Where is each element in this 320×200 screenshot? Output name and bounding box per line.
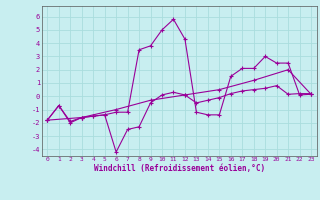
X-axis label: Windchill (Refroidissement éolien,°C): Windchill (Refroidissement éolien,°C) — [94, 164, 265, 173]
